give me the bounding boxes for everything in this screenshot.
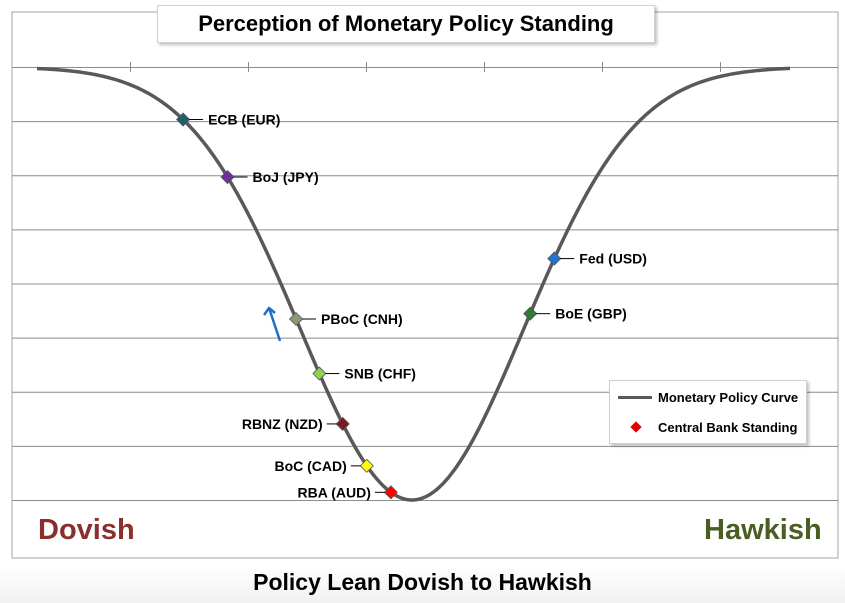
point-marker-pboc-cnh [288, 311, 304, 327]
x-axis-band [0, 566, 845, 603]
point-label-rba-aud: RBA (AUD) [298, 484, 371, 500]
point-marker-boc-cad [359, 458, 374, 473]
hawkish-label: Hawkish [704, 514, 822, 546]
legend-diamond-swatch [630, 421, 642, 433]
x-axis-label: Policy Lean Dovish to Hawkish [253, 569, 592, 595]
dovish-label: Dovish [38, 514, 135, 546]
monetary-policy-curve-line [36, 66, 791, 502]
chart-title: Perception of Monetary Policy Standing [157, 5, 655, 43]
point-marker-ecb-eur [176, 112, 191, 127]
point-label-fed-usd: Fed (USD) [579, 251, 647, 267]
point-marker-boj-jpy [220, 169, 235, 185]
legend-label-standing: Central Bank Standing [658, 419, 798, 435]
point-label-boc-cad: BoC (CAD) [274, 458, 346, 474]
curve-layer [36, 66, 791, 502]
point-label-ecb-eur: ECB (EUR) [208, 112, 280, 128]
point-label-snb-chf: SNB (CHF) [344, 366, 416, 382]
point-label-boe-gbp: BoE (GBP) [555, 306, 627, 322]
legend-entry-standing: Central Bank Standing [610, 417, 806, 437]
legend-line-swatch [618, 395, 652, 399]
point-marker-fed-usd [547, 251, 562, 266]
arrow-layer [263, 306, 282, 342]
chart-legend: Monetary Policy Curve Central Bank Stand… [609, 380, 807, 444]
trend-arrow-head [263, 306, 276, 316]
point-label-boj-jpy: BoJ (JPY) [253, 169, 319, 185]
legend-entry-curve: Monetary Policy Curve [610, 387, 806, 407]
point-marker-rbnz-nzd [335, 416, 350, 431]
points-layer: ECB (EUR) BoJ (JPY) PBoC (CNH) SNB (CHF) RBN… [176, 112, 647, 500]
point-label-rbnz-nzd: RBNZ (NZD) [242, 416, 323, 432]
point-marker-rba-aud [383, 485, 398, 500]
trend-arrow-shaft [267, 307, 282, 342]
legend-label-curve: Monetary Policy Curve [658, 389, 799, 405]
grid-layer [11, 11, 839, 559]
point-marker-boe-gbp [523, 306, 538, 321]
point-label-pboc-cnh: PBoC (CNH) [321, 311, 403, 327]
plot-area-border [11, 11, 839, 559]
point-marker-snb-chf [312, 366, 327, 381]
